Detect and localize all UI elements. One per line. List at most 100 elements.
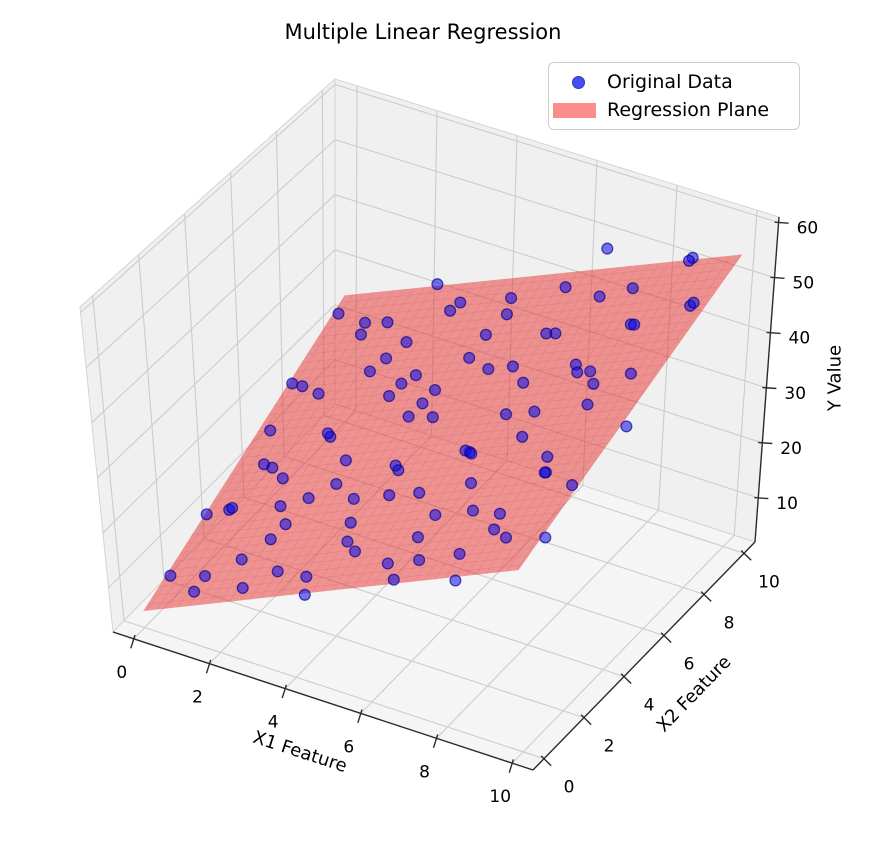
x2-axis-spine <box>532 541 756 771</box>
grid-line <box>183 213 205 539</box>
legend-label: Regression Plane <box>607 99 770 121</box>
tick-mark <box>580 714 592 726</box>
plane-mesh-lines <box>143 254 743 611</box>
tick-label: 8 <box>419 762 430 782</box>
data-point <box>601 242 614 255</box>
data-point <box>584 365 597 378</box>
data-point <box>302 492 315 505</box>
data-point <box>479 328 492 341</box>
data-point <box>348 545 362 558</box>
data-point <box>381 316 394 329</box>
tick-mark <box>774 221 789 224</box>
data-point <box>354 328 368 341</box>
data-point <box>332 307 345 320</box>
data-point <box>499 531 513 544</box>
data-point <box>400 336 413 349</box>
data-point <box>358 316 372 329</box>
data-point <box>517 376 530 389</box>
data-point <box>581 398 594 411</box>
legend-item-original-data: Original Data <box>549 68 799 96</box>
tick-mark <box>281 684 288 699</box>
data-point <box>559 281 572 294</box>
data-point <box>279 518 292 531</box>
tick-mark <box>660 632 672 644</box>
data-point <box>330 477 343 491</box>
data-point <box>395 377 408 390</box>
tick-label: 20 <box>780 439 802 459</box>
y-axis-label: Y Value <box>824 344 846 412</box>
data-point <box>411 531 424 544</box>
tick-label: 4 <box>268 713 279 733</box>
data-point <box>264 533 277 546</box>
data-point <box>416 397 429 410</box>
data-point <box>454 296 467 309</box>
data-point <box>687 296 700 309</box>
data-point <box>429 508 442 522</box>
tick-label: 60 <box>797 219 819 239</box>
data-point <box>347 492 360 505</box>
grid-line <box>733 210 758 536</box>
data-point <box>593 290 606 303</box>
data-point <box>257 458 271 471</box>
data-point <box>431 278 444 291</box>
y-axis-spine <box>754 216 780 543</box>
data-point <box>528 405 541 418</box>
tick-label: 6 <box>684 655 695 675</box>
data-point <box>402 410 415 423</box>
tick-mark <box>758 441 773 445</box>
tick-mark <box>357 709 363 724</box>
data-point <box>300 570 313 583</box>
tick-label: 0 <box>564 778 575 798</box>
axis-spines <box>112 216 789 773</box>
grid-line <box>92 295 125 621</box>
tick-mark <box>508 759 515 773</box>
data-point <box>463 351 476 364</box>
grid-line <box>91 194 336 424</box>
tick-label: 0 <box>116 663 127 683</box>
tick-label: 30 <box>784 384 806 404</box>
grid-line <box>102 304 336 534</box>
data-point <box>298 588 311 601</box>
tick-label: 4 <box>644 696 655 716</box>
data-point <box>389 459 402 472</box>
tick-mark <box>205 659 212 674</box>
tick-label: 10 <box>489 787 511 807</box>
tick-label: 40 <box>789 329 811 349</box>
tick-mark <box>754 496 769 500</box>
data-point <box>538 466 551 479</box>
grid-line <box>85 139 336 369</box>
data-point <box>235 553 248 566</box>
tick-mark <box>766 331 781 335</box>
data-point <box>444 304 457 317</box>
data-point <box>200 508 213 521</box>
data-point <box>428 383 442 397</box>
data-point <box>264 424 277 437</box>
data-point <box>312 387 325 400</box>
data-point <box>465 447 478 460</box>
data-point <box>500 308 513 321</box>
data-point <box>274 500 287 513</box>
data-point <box>413 554 426 567</box>
tick-mark <box>762 386 777 390</box>
data-point <box>188 585 201 598</box>
data-point <box>381 557 394 570</box>
data-point <box>380 352 393 365</box>
tick-label: 2 <box>192 688 203 708</box>
grid-line <box>229 172 245 498</box>
tick-mark <box>620 673 632 685</box>
tick-label: 10 <box>758 572 780 592</box>
data-point <box>271 565 284 578</box>
data-point <box>566 479 579 492</box>
data-point <box>413 486 426 499</box>
grid-line <box>138 254 165 580</box>
data-point <box>571 366 584 379</box>
data-point <box>624 367 637 380</box>
tick-mark <box>770 276 785 279</box>
data-point <box>482 362 495 376</box>
regression-plane-swatch-icon <box>552 102 596 118</box>
scatter-points <box>164 242 700 601</box>
data-point <box>344 516 357 529</box>
data-point <box>488 523 501 536</box>
